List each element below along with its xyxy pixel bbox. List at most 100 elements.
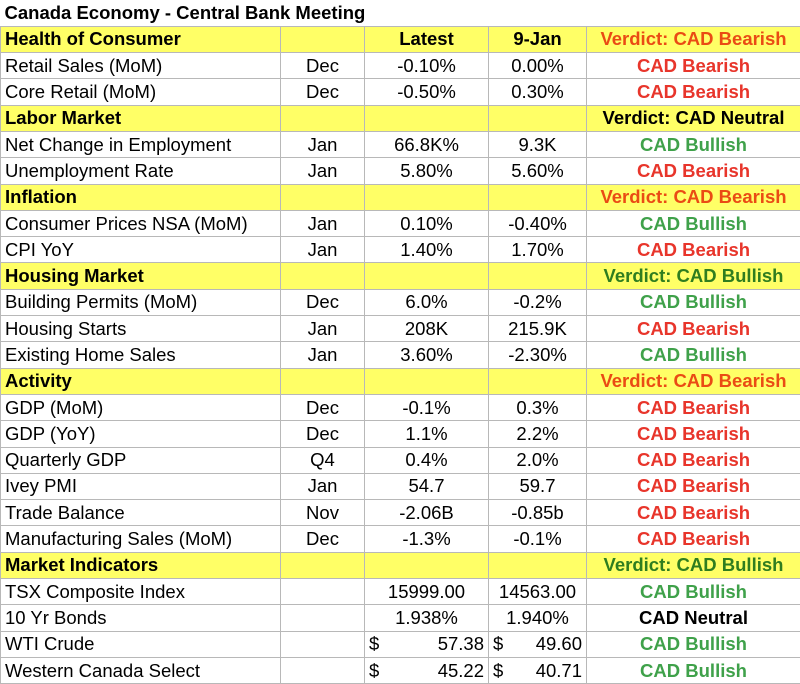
table-row: Manufacturing Sales (MoM)Dec-1.3%-0.1%CA…	[1, 526, 800, 552]
indicator-prev: 1.70%	[489, 237, 587, 263]
section-empty-cell	[365, 184, 489, 210]
indicator-period: Jan	[281, 210, 365, 236]
table-row: Core Retail (MoM)Dec-0.50%0.30%CAD Beari…	[1, 79, 800, 105]
amount: 40.71	[536, 660, 582, 682]
section-empty-cell	[489, 105, 587, 131]
indicator-name: Core Retail (MoM)	[1, 79, 281, 105]
prev-column-header: 9-Jan	[489, 26, 587, 52]
money-value: $45.22	[369, 660, 484, 682]
indicator-latest: -2.06B	[365, 500, 489, 526]
indicator-name: Western Canada Select	[1, 657, 281, 683]
indicator-period: Nov	[281, 500, 365, 526]
indicator-period	[281, 605, 365, 631]
indicator-name: 10 Yr Bonds	[1, 605, 281, 631]
indicator-signal: CAD Bullish	[587, 289, 800, 315]
section-empty-cell	[281, 105, 365, 131]
indicator-name: CPI YoY	[1, 237, 281, 263]
indicator-name: Consumer Prices NSA (MoM)	[1, 210, 281, 236]
indicator-period: Jan	[281, 342, 365, 368]
indicator-latest: 6.0%	[365, 289, 489, 315]
indicator-period: Dec	[281, 53, 365, 79]
indicator-prev: 5.60%	[489, 158, 587, 184]
indicator-name: GDP (MoM)	[1, 394, 281, 420]
indicator-prev: 59.7	[489, 473, 587, 499]
section-title: Health of Consumer	[1, 26, 281, 52]
table-row: GDP (MoM)Dec-0.1%0.3%CAD Bearish	[1, 394, 800, 420]
section-empty-cell	[365, 263, 489, 289]
indicator-signal: CAD Bearish	[587, 394, 800, 420]
indicator-latest: 15999.00	[365, 579, 489, 605]
indicator-signal: CAD Bearish	[587, 237, 800, 263]
section-verdict: Verdict: CAD Bearish	[587, 368, 800, 394]
section-empty-cell	[489, 368, 587, 394]
currency-symbol: $	[369, 633, 379, 655]
indicator-prev: -0.2%	[489, 289, 587, 315]
indicator-signal: CAD Bearish	[587, 421, 800, 447]
indicator-signal: CAD Bullish	[587, 342, 800, 368]
indicator-latest: 0.4%	[365, 447, 489, 473]
indicator-latest: 1.938%	[365, 605, 489, 631]
indicator-period: Jan	[281, 316, 365, 342]
latest-column-header: Latest	[365, 26, 489, 52]
indicator-signal: CAD Bearish	[587, 79, 800, 105]
table-row: Retail Sales (MoM)Dec-0.10%0.00%CAD Bear…	[1, 53, 800, 79]
section-empty-cell	[365, 105, 489, 131]
indicator-prev: 9.3K	[489, 131, 587, 157]
indicator-name: Trade Balance	[1, 500, 281, 526]
indicator-name: Retail Sales (MoM)	[1, 53, 281, 79]
indicator-signal: CAD Bearish	[587, 447, 800, 473]
section-empty-cell	[365, 552, 489, 578]
indicator-signal: CAD Bullish	[587, 579, 800, 605]
currency-symbol: $	[493, 633, 503, 655]
indicator-latest: $57.38	[365, 631, 489, 657]
indicator-signal: CAD Bearish	[587, 316, 800, 342]
section-empty-cell	[489, 552, 587, 578]
indicator-latest: 54.7	[365, 473, 489, 499]
section-empty-cell	[365, 368, 489, 394]
indicator-signal: CAD Bullish	[587, 210, 800, 236]
amount: 57.38	[438, 633, 484, 655]
indicator-name: WTI Crude	[1, 631, 281, 657]
indicator-prev: -0.1%	[489, 526, 587, 552]
section-empty-cell	[281, 184, 365, 210]
indicator-prev: 2.0%	[489, 447, 587, 473]
indicator-latest: 66.8K%	[365, 131, 489, 157]
indicator-latest: 3.60%	[365, 342, 489, 368]
indicator-signal: CAD Bullish	[587, 131, 800, 157]
indicator-prev: -0.85b	[489, 500, 587, 526]
indicator-period: Jan	[281, 473, 365, 499]
indicator-period: Dec	[281, 526, 365, 552]
indicator-latest: -0.50%	[365, 79, 489, 105]
section-verdict: Verdict: CAD Bullish	[587, 263, 800, 289]
indicator-latest: -0.1%	[365, 394, 489, 420]
indicator-latest: $45.22	[365, 657, 489, 683]
indicator-signal: CAD Bearish	[587, 53, 800, 79]
indicator-signal: CAD Bearish	[587, 526, 800, 552]
section-verdict: Verdict: CAD Neutral	[587, 105, 800, 131]
section-verdict: Verdict: CAD Bullish	[587, 552, 800, 578]
indicator-period: Dec	[281, 394, 365, 420]
indicator-period	[281, 657, 365, 683]
indicator-latest: 208K	[365, 316, 489, 342]
indicator-prev: $40.71	[489, 657, 587, 683]
section-empty-cell	[281, 368, 365, 394]
indicator-prev: 0.30%	[489, 79, 587, 105]
indicator-name: Housing Starts	[1, 316, 281, 342]
indicator-name: Existing Home Sales	[1, 342, 281, 368]
page-title: Canada Economy - Central Bank Meeting	[1, 0, 800, 26]
indicator-latest: -1.3%	[365, 526, 489, 552]
amount: 49.60	[536, 633, 582, 655]
